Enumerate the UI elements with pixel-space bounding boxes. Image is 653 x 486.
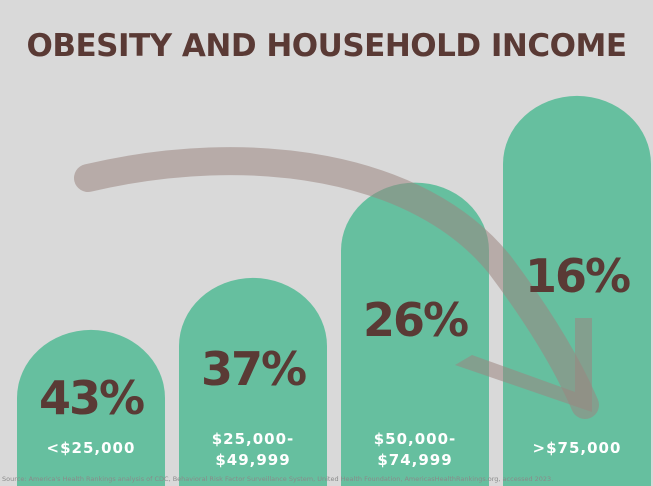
category-label-0-line-0: <$25,000 <box>47 439 136 457</box>
category-label-0: <$25,000 <box>47 439 136 457</box>
value-label-1: 37% <box>201 342 306 396</box>
value-label-3: 16% <box>525 249 630 303</box>
category-label-1: $25,000- $49,999 <box>212 430 295 469</box>
trend-arrowhead <box>455 318 592 412</box>
trend-arrow <box>74 147 599 419</box>
category-label-1-line-0: $25,000- <box>212 430 295 448</box>
source-note: Source: America's Health Rankings analys… <box>2 475 554 483</box>
category-label-3: >$75,000 <box>533 439 622 457</box>
value-label-2: 26% <box>363 293 468 347</box>
category-label-2-line-0: $50,000- <box>374 430 457 448</box>
category-label-3-line-0: >$75,000 <box>533 439 622 457</box>
category-label-2: $50,000- $74,999 <box>374 430 457 469</box>
chart-title: OBESITY AND HOUSEHOLD INCOME <box>26 28 627 64</box>
category-label-2-line-1: $74,999 <box>377 451 452 469</box>
category-label-1-line-1: $49,999 <box>215 451 290 469</box>
bar-2 <box>341 182 489 486</box>
bar-1 <box>179 277 327 486</box>
value-label-0: 43% <box>39 371 144 425</box>
bar-0 <box>17 329 165 486</box>
